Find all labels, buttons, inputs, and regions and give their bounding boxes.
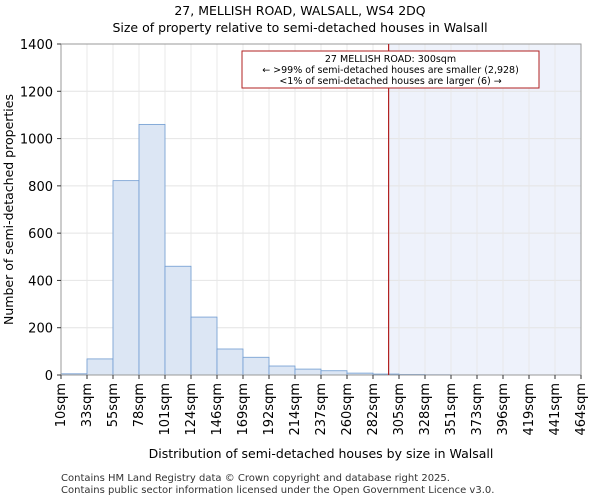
x-tick-label: 214sqm [288,383,303,436]
chart-subtitle: Size of property relative to semi-detach… [112,20,488,35]
histogram-chart: 27 MELLISH ROAD: 300sqm← >99% of semi-de… [1,38,589,461]
highlight-region [388,44,581,375]
x-tick-label: 351sqm [444,383,459,436]
x-tick-label: 464sqm [574,383,589,436]
footer-copyright: Contains HM Land Registry data © Crown c… [61,473,450,484]
x-axis-label: Distribution of semi-detached houses by … [149,446,494,461]
y-tick-label: 800 [28,180,53,195]
x-tick-label: 396sqm [496,383,511,436]
x-tick-label: 441sqm [548,383,563,436]
y-tick-label: 600 [28,227,53,242]
x-tick-label: 328sqm [418,383,433,436]
histogram-bar [294,368,322,376]
x-tick-label: 55sqm [106,383,121,427]
x-tick-label: 78sqm [132,383,147,427]
histogram-bar [86,358,114,376]
annotation-label: 27 MELLISH ROAD: 300sqm [325,54,456,65]
x-tick-label: 237sqm [314,383,329,436]
x-tick-label: 419sqm [522,383,537,436]
y-tick-label: 0 [45,369,53,384]
x-tick-label: 373sqm [470,383,485,436]
y-tick-label: 1200 [20,85,53,100]
y-tick-label: 200 [28,322,53,337]
y-tick-label: 1000 [20,133,53,148]
x-tick-label: 33sqm [80,383,95,427]
histogram-bar [190,316,218,376]
x-tick-label: 282sqm [366,383,381,436]
annotation-box [241,50,540,89]
x-tick-label: 192sqm [262,383,277,436]
x-tick-label: 124sqm [184,383,199,436]
histogram-bar [242,356,270,376]
x-tick-label: 101sqm [158,383,173,436]
x-tick-label: 10sqm [54,383,69,427]
y-tick-label: 1400 [20,38,53,53]
y-tick-label: 400 [28,274,53,289]
histogram-bar [216,348,244,376]
footer-licence: Contains public sector information licen… [61,485,495,496]
x-tick-label: 305sqm [392,383,407,436]
annotation-larger: <1% of semi-detached houses are larger (… [279,76,501,87]
histogram-bar [138,123,166,376]
histogram-bar [320,370,348,376]
histogram-bar [164,265,192,376]
y-axis-label: Number of semi-detached properties [1,94,16,325]
x-tick-label: 146sqm [210,383,225,436]
histogram-bar [268,365,296,376]
annotation-smaller: ← >99% of semi-detached houses are small… [262,65,519,76]
chart-title: 27, MELLISH ROAD, WALSALL, WS4 2DQ [174,3,426,18]
x-tick-label: 169sqm [236,383,251,436]
x-tick-label: 260sqm [340,383,355,436]
histogram-bar [112,180,140,376]
